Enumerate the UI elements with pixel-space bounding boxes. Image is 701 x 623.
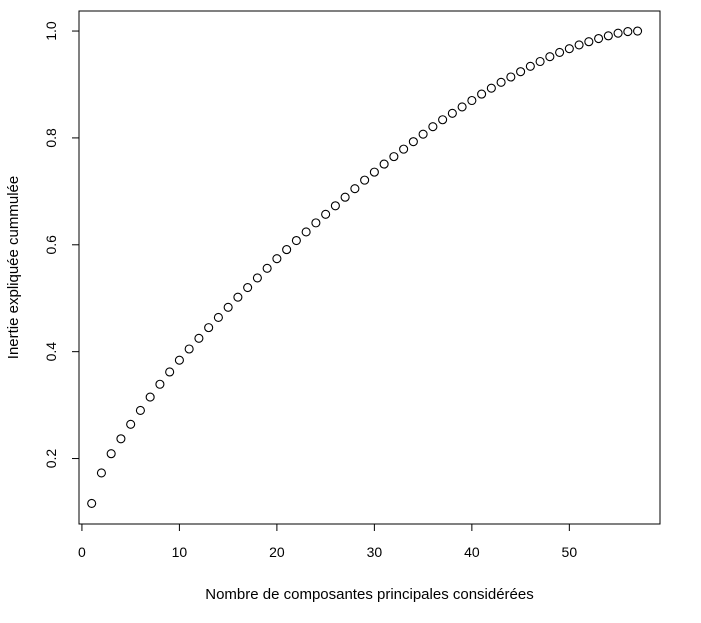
data-point — [174, 355, 184, 365]
data-point — [545, 52, 555, 62]
x-tick-label: 40 — [464, 544, 480, 560]
data-point — [233, 292, 243, 302]
data-point — [369, 167, 379, 177]
data-point — [350, 184, 360, 194]
data-point — [603, 31, 613, 41]
y-tick-label: 0.8 — [43, 128, 59, 148]
y-axis: 0.2 0.4 0.6 0.8 1.0 — [43, 21, 80, 469]
data-point — [516, 67, 526, 77]
x-tick-label: 10 — [172, 544, 188, 560]
data-point — [321, 209, 331, 219]
data-point — [184, 344, 194, 354]
data-point — [467, 95, 477, 106]
data-point — [438, 115, 448, 125]
data-point — [477, 89, 487, 99]
x-axis: 0 10 20 30 40 50 — [78, 523, 578, 560]
data-point — [564, 44, 574, 54]
data-point — [87, 498, 97, 508]
data-point — [194, 333, 204, 343]
data-point — [311, 218, 321, 228]
x-tick-label: 50 — [562, 544, 578, 560]
data-point — [301, 227, 311, 237]
data-point — [282, 245, 292, 255]
data-point — [584, 37, 594, 47]
data-point — [165, 367, 175, 377]
data-point — [204, 323, 214, 333]
data-point — [506, 72, 516, 82]
data-point — [330, 201, 340, 211]
data-point — [213, 312, 223, 323]
data-point — [623, 27, 633, 37]
data-point — [116, 434, 126, 444]
data-point — [535, 56, 545, 67]
data-point — [379, 159, 389, 169]
data-points — [87, 26, 643, 508]
x-tick-label: 30 — [367, 544, 383, 560]
data-point — [135, 405, 145, 415]
x-tick-label: 20 — [269, 544, 285, 560]
y-tick-label: 1.0 — [43, 21, 59, 41]
data-point — [399, 144, 409, 154]
data-point — [145, 392, 155, 402]
data-point — [408, 137, 418, 147]
data-point — [633, 26, 643, 36]
data-point — [106, 449, 116, 459]
data-point — [486, 83, 496, 93]
data-point — [155, 379, 165, 389]
data-point — [291, 235, 301, 246]
plot-frame — [78, 10, 661, 525]
data-point — [252, 273, 262, 283]
data-point — [525, 61, 535, 71]
data-point — [96, 468, 106, 478]
data-point — [340, 192, 350, 202]
data-point — [447, 108, 457, 118]
x-axis-title: Nombre de composantes principales consid… — [205, 586, 534, 603]
data-point — [594, 33, 604, 44]
data-point — [457, 102, 467, 112]
data-point — [223, 302, 233, 312]
data-point — [262, 263, 272, 273]
data-point — [126, 419, 136, 429]
data-point — [418, 129, 428, 139]
y-tick-label: 0.2 — [43, 449, 59, 469]
data-point — [574, 40, 584, 50]
data-point — [613, 28, 623, 38]
data-point — [496, 77, 506, 87]
y-tick-label: 0.4 — [43, 342, 59, 362]
y-tick-label: 0.6 — [43, 235, 59, 255]
x-tick-label: 0 — [78, 544, 86, 560]
data-point — [243, 282, 253, 293]
y-axis-title: Inertie expliquée cummulée — [5, 176, 22, 359]
data-point — [360, 175, 370, 185]
data-point — [428, 122, 438, 132]
data-point — [389, 152, 399, 162]
data-point — [555, 47, 565, 57]
data-point — [272, 254, 282, 264]
